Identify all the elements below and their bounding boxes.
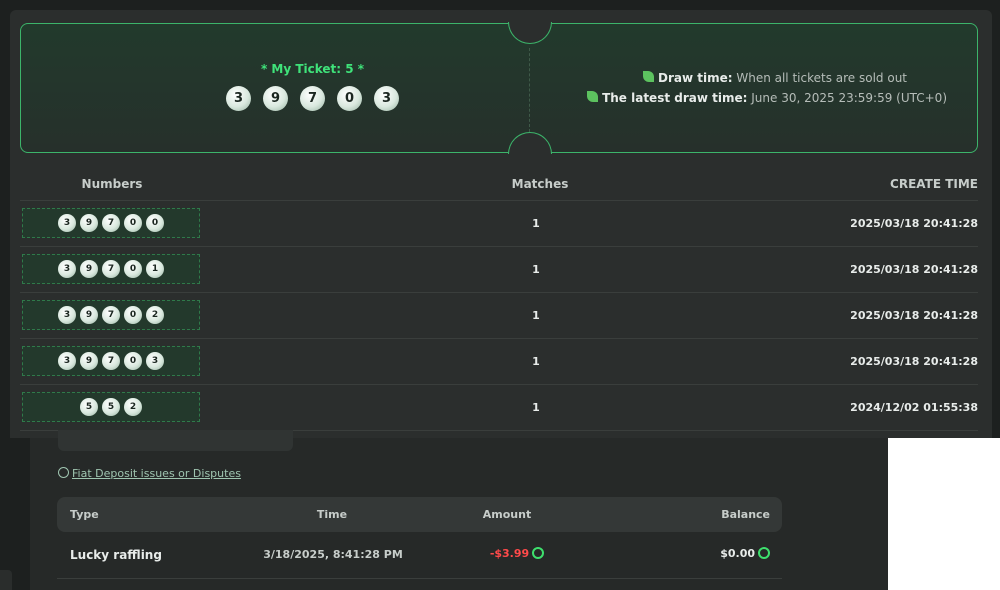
coin-icon	[758, 547, 770, 559]
ball: 3	[374, 86, 399, 111]
dispute-link[interactable]: Fiat Deposit issues or Disputes	[58, 467, 241, 480]
ball: 9	[263, 86, 288, 111]
balance: $0.00	[650, 547, 770, 560]
time: 3/18/2025, 8:41:28 PM	[263, 548, 403, 561]
ticket-card	[20, 23, 978, 153]
icon	[587, 91, 599, 102]
ball: 5	[80, 398, 98, 416]
create-time: 2025/03/18 20:41:28	[850, 217, 978, 230]
header: Numbers	[81, 177, 143, 191]
ball: 0	[124, 214, 142, 232]
ball: 3	[58, 214, 76, 232]
matches: 1	[532, 309, 540, 322]
dropdown[interactable]	[58, 430, 293, 451]
draw-time: Draw time: When all tickets are sold out	[560, 71, 907, 85]
ball: 9	[80, 260, 98, 278]
balance-value: $0.00	[720, 547, 755, 560]
header-rule	[20, 200, 978, 201]
ticket-divider	[529, 48, 530, 132]
ball: 3	[226, 86, 251, 111]
ticket-title: * My Ticket: 5 *	[260, 62, 365, 76]
header: Balance	[721, 508, 770, 521]
ball: 3	[58, 352, 76, 370]
history-header	[57, 497, 782, 532]
ball: 7	[102, 214, 120, 232]
icon	[642, 71, 654, 82]
ball: 9	[80, 214, 98, 232]
ball: 3	[58, 260, 76, 278]
ball: 7	[102, 260, 120, 278]
amount-value: -$3.99	[489, 547, 530, 560]
amount: -$3.99	[457, 547, 577, 560]
ball: 9	[80, 306, 98, 324]
header: Time	[316, 508, 348, 521]
create-time: 2025/03/18 20:41:28	[850, 309, 978, 322]
link-text[interactable]: Fiat Deposit issues or Disputes	[72, 467, 241, 480]
ball: 0	[124, 306, 142, 324]
header: Type	[70, 508, 99, 521]
ticket-row: 3 9 7 0 2 1 2025/03/18 20:41:28	[20, 293, 978, 339]
latest-draw-time: The latest draw time: June 30, 2025 23:5…	[560, 91, 947, 105]
edge	[0, 570, 12, 590]
header: Amount	[482, 508, 532, 521]
ticket-row: 5 5 2 1 2024/12/02 01:55:38	[20, 385, 978, 431]
ball: 3	[146, 352, 164, 370]
create-time: 2025/03/18 20:41:28	[850, 355, 978, 368]
ball: 0	[124, 352, 142, 370]
matches: 1	[532, 263, 540, 276]
ball: 7	[102, 352, 120, 370]
matches: 1	[532, 217, 540, 230]
ball: 7	[300, 86, 325, 111]
ball: 5	[102, 398, 120, 416]
type: Lucky raffling	[70, 548, 162, 562]
ticket-row: 3 9 7 0 3 1 2025/03/18 20:41:28	[20, 339, 978, 385]
ball: 9	[80, 352, 98, 370]
create-time: 2024/12/02 01:55:38	[850, 401, 978, 414]
ball: 3	[58, 306, 76, 324]
label: Draw time:	[657, 71, 733, 85]
label: The latest draw time:	[602, 91, 748, 105]
ticket-row: 3 9 7 0 1 1 2025/03/18 20:41:28	[20, 247, 978, 293]
ball: 2	[124, 398, 142, 416]
ball: 0	[124, 260, 142, 278]
matches: 1	[532, 355, 540, 368]
value: When all tickets are sold out	[736, 71, 907, 85]
coin-icon	[532, 547, 545, 559]
ball: 1	[146, 260, 164, 278]
create-time: 2025/03/18 20:41:28	[850, 263, 978, 276]
ball: 2	[146, 306, 164, 324]
ball: 0	[337, 86, 362, 111]
header: Matches	[511, 177, 569, 191]
ball: 0	[146, 214, 164, 232]
matches: 1	[532, 401, 540, 414]
ball: 7	[102, 306, 120, 324]
ticket-row: 3 9 7 0 0 1 2025/03/18 20:41:28	[20, 201, 978, 247]
header: CREATE TIME	[890, 177, 978, 191]
row-rule	[57, 578, 782, 579]
value: June 30, 2025 23:59:59 (UTC+0)	[751, 91, 947, 105]
